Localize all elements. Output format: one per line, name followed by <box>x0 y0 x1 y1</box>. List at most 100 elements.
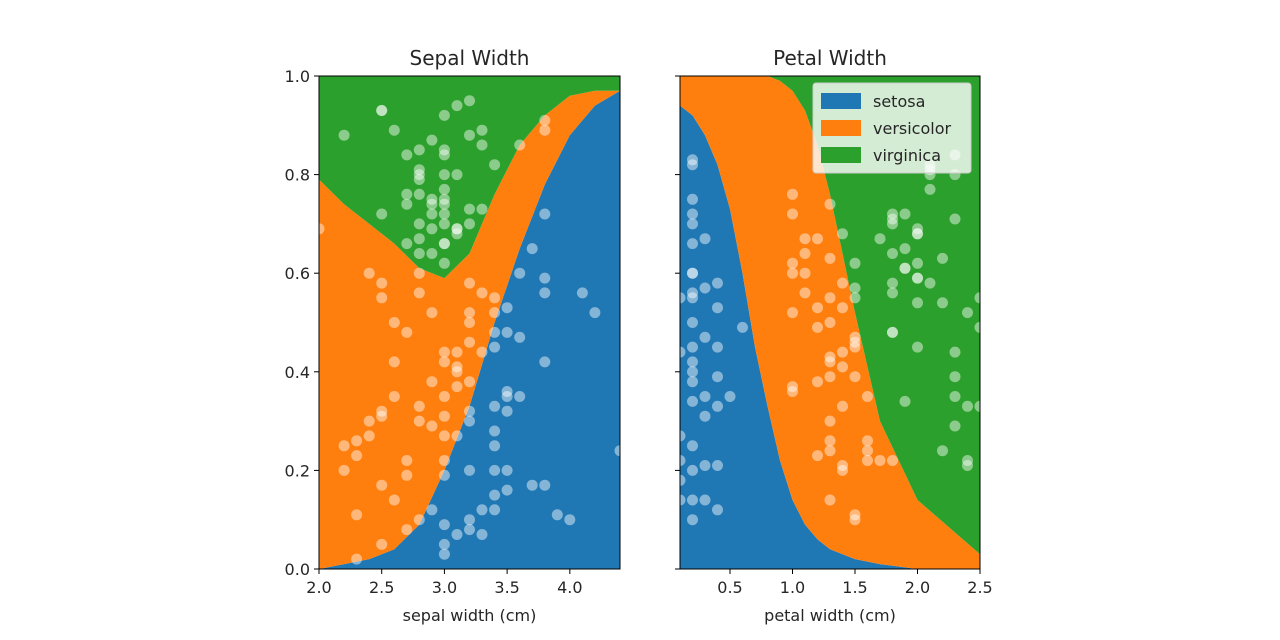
scatter-point <box>824 371 836 383</box>
y-tick-label: 0.0 <box>285 560 310 579</box>
scatter-point <box>464 405 475 417</box>
scatter-point <box>438 238 450 250</box>
scatter-point <box>962 460 973 471</box>
x-tick-label: 3.0 <box>432 578 457 597</box>
area-setosa <box>319 90 620 569</box>
legend: setosa versicolor virginica <box>812 82 972 174</box>
scatter-point <box>614 445 620 457</box>
scatter-point <box>699 460 711 471</box>
scatter-point <box>687 238 698 250</box>
scatter-point <box>451 346 463 358</box>
scatter-point <box>849 331 861 343</box>
scatter-point <box>687 267 698 279</box>
scatter-point <box>351 509 363 521</box>
scatter-point <box>787 267 798 279</box>
scatter-point <box>849 371 861 383</box>
scatter-point <box>824 445 836 457</box>
scatter-point <box>438 356 450 368</box>
scatter-point <box>464 277 475 289</box>
scatter-point <box>451 430 463 442</box>
scatter-point <box>489 440 501 452</box>
scatter-point <box>787 386 798 397</box>
scatter-point <box>787 208 798 220</box>
scatter-point <box>376 105 388 116</box>
scatter-point <box>699 494 711 506</box>
scatter-point <box>476 529 488 540</box>
scatter-point <box>413 287 425 299</box>
scatter-point <box>514 139 526 151</box>
scatter-point <box>438 519 450 531</box>
scatter-point <box>812 376 823 388</box>
scatter-point <box>812 233 823 245</box>
scatter-point <box>451 529 463 540</box>
scatter-point <box>401 188 413 200</box>
scatter-point <box>489 341 501 353</box>
scatter-point <box>426 134 438 146</box>
scatter-point <box>376 208 388 220</box>
scatter-point <box>887 277 898 289</box>
x-tick-label: 2.5 <box>967 578 992 597</box>
x-axis-label: sepal width (cm) <box>403 606 537 625</box>
scatter-point <box>712 504 723 516</box>
scatter-point <box>438 391 450 402</box>
scatter-point <box>438 218 450 230</box>
scatter-point <box>862 391 873 402</box>
scatter-point <box>413 233 425 245</box>
scatter-point <box>401 198 413 210</box>
scatter-point <box>438 548 450 560</box>
scatter-point <box>824 198 836 210</box>
area-setosa <box>680 105 980 569</box>
scatter-point <box>464 415 475 427</box>
scatter-point <box>974 292 980 304</box>
scatter-point <box>514 391 526 402</box>
scatter-point <box>712 460 723 471</box>
legend-label-versicolor: versicolor <box>873 119 951 138</box>
scatter-point <box>413 164 425 176</box>
scatter-point <box>388 391 400 402</box>
scatter-point <box>949 371 961 383</box>
x-tick-label: 2.5 <box>369 578 394 597</box>
scatter-point <box>887 326 898 338</box>
petal-width-axes: 0.5 1.0 1.5 2.0 2.5 Petal Width petal width (c… <box>675 46 993 625</box>
scatter-point <box>451 228 463 240</box>
scatter-point <box>438 430 450 442</box>
scatter-point <box>363 415 375 427</box>
scatter-point <box>899 243 911 255</box>
scatter-point <box>413 514 425 526</box>
scatter-point <box>862 455 873 466</box>
scatter-point <box>589 307 601 319</box>
scatter-point <box>539 208 551 220</box>
scatter-point <box>849 514 861 526</box>
scatter-point <box>489 307 501 319</box>
scatter-point <box>687 366 698 378</box>
scatter-point <box>924 183 936 195</box>
scatter-point <box>849 292 861 304</box>
x-axis-label: petal width (cm) <box>764 606 896 625</box>
scatter-point <box>413 248 425 259</box>
scatter-point <box>438 198 450 210</box>
scatter-point <box>438 538 450 550</box>
scatter-point <box>887 208 898 220</box>
scatter-point <box>376 292 388 304</box>
scatter-point <box>687 395 698 407</box>
scatter-point <box>712 277 723 289</box>
scatter-point <box>363 430 375 442</box>
scatter-point <box>426 504 438 516</box>
sepal-width-axes: 2.0 2.5 3.0 3.5 4.0 0.0 0.2 0.4 0.6 0.8 1.0 Sepal W… <box>285 46 621 625</box>
scatter-point <box>413 400 425 412</box>
scatter-point <box>680 455 686 466</box>
scatter-point <box>426 307 438 319</box>
scatter-point <box>787 381 798 393</box>
scatter-point <box>887 326 898 338</box>
scatter-point <box>438 346 450 358</box>
scatter-point <box>401 455 413 466</box>
scatter-point <box>887 248 898 259</box>
scatter-point <box>862 445 873 457</box>
y-tick-label: 1.0 <box>285 67 310 86</box>
scatter-point <box>564 514 576 526</box>
scatter-point <box>837 361 848 373</box>
scatter-point <box>539 479 551 491</box>
scatter-point <box>974 400 980 412</box>
scatter-point <box>687 159 698 171</box>
